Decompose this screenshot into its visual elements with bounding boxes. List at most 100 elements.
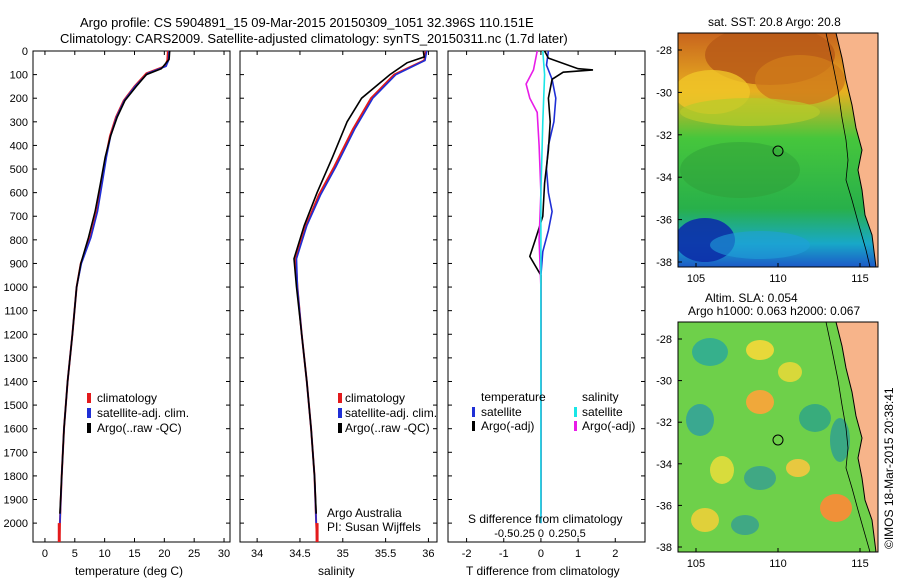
legend-label-argo: Argo(..raw -QC): [345, 421, 430, 435]
x-tick-label: -1: [499, 548, 509, 560]
map-lon-tick-label: 110: [769, 558, 787, 570]
legend-swatch-t-argo: [472, 421, 475, 431]
annotation-line1: Argo Australia: [327, 506, 402, 520]
depth-tick-label: 600: [10, 188, 28, 200]
x-tick-label: 30: [218, 548, 230, 560]
difference-series: [525, 50, 594, 524]
depth-tick-label: 0: [22, 46, 28, 58]
depth-tick-label: 900: [10, 258, 28, 270]
map-lat-tick-label: -38: [656, 257, 672, 269]
map-lon-tick-label: 115: [851, 273, 869, 285]
legend-label-climatology: climatology: [345, 391, 405, 405]
legend-swatch-satellite: [338, 408, 342, 418]
series-line-argo-adj-s: [525, 50, 542, 524]
s-difference-ticks: -0.5-0.25 0 0.25 0.5: [494, 528, 585, 540]
difference-axes-frame: [447, 50, 646, 543]
temperature-axes-frame: [32, 50, 231, 543]
map-lat-tick-label: -32: [656, 130, 672, 142]
sst-map-ticks: -28 -30 -32 -34 -36 -38 105 110 115: [656, 45, 869, 285]
salinity-panel: 34 34.5 35 35.5 36 climatology satellite-adj…: [239, 50, 438, 578]
map-lat-tick-label: -32: [656, 417, 672, 429]
temperature-legend: climatology satellite-adj. clim. Argo(..…: [87, 391, 189, 435]
series-line-satellite-adj-clim-: [295, 50, 428, 524]
depth-axis-ticks: 0 100 200 300 400 500 600 700 800 900 1000 1100 1200…: [4, 46, 230, 530]
s-tick-label: 0.25: [549, 528, 570, 540]
legend-label-argo: Argo(..raw -QC): [97, 421, 182, 435]
legend-label-t-satellite: satellite: [481, 405, 522, 419]
x-tick-label: 5: [72, 548, 78, 560]
difference-panel: -2 -1 0 1 2 temperature salinity satellite A…: [447, 50, 646, 578]
sla-map-title: Altim. SLA: 0.054: [705, 291, 798, 305]
map-lat-tick-label: -30: [656, 87, 672, 99]
series-line-argo-raw-qc-: [293, 50, 426, 514]
t-difference-label: T difference from climatology: [466, 564, 620, 578]
difference-axis-ticks: -2 -1 0 1 2: [462, 51, 618, 560]
series-line-argo-raw-qc-: [59, 50, 171, 514]
s-difference-label: S difference from climatology: [468, 512, 623, 526]
temperature-axis-label: temperature (deg C): [75, 564, 183, 578]
x-tick-label: 15: [128, 548, 140, 560]
x-tick-label: 2: [612, 548, 618, 560]
x-tick-label: -2: [462, 548, 472, 560]
s-tick-label: 0.5: [570, 528, 585, 540]
s-tick-label: 0: [538, 528, 544, 540]
map-lat-tick-label: -28: [656, 334, 672, 346]
map-lat-tick-label: -34: [656, 172, 672, 184]
depth-tick-label: 1700: [4, 447, 28, 459]
depth-tick-label: 1200: [4, 329, 28, 341]
sla-map: Altim. SLA: 0.054 Argo h1000: 0.063 h200…: [656, 291, 879, 570]
legend-header-temperature: temperature: [481, 390, 546, 404]
legend-swatch-argo: [338, 423, 342, 433]
legend-label-satellite: satellite-adj. clim.: [345, 406, 437, 420]
salinity-axes-frame: [239, 50, 438, 543]
sst-map-title: sat. SST: 20.8 Argo: 20.8: [708, 15, 841, 29]
legend-label-t-argo: Argo(-adj): [481, 419, 534, 433]
legend-label-climatology: climatology: [97, 391, 157, 405]
x-tick-label: 35.5: [375, 548, 396, 560]
annotation-line2: PI: Susan Wijffels: [327, 520, 421, 534]
temperature-series: [57, 50, 171, 543]
depth-tick-label: 1600: [4, 424, 28, 436]
sst-map-image: [678, 33, 878, 267]
argo-float-marker: [772, 145, 784, 157]
map-lat-tick-label: -34: [656, 459, 672, 471]
figure-title-line2: Climatology: CARS2009. Satellite-adjuste…: [60, 31, 568, 46]
map-lat-tick-label: -36: [656, 500, 672, 512]
map-lat-tick-label: -28: [656, 45, 672, 57]
x-tick-label: 1: [575, 548, 581, 560]
depth-tick-label: 1300: [4, 353, 28, 365]
depth-tick-label: 300: [10, 117, 28, 129]
temperature-axis-ticks: 0 5 10 15 20 25 30: [42, 51, 230, 560]
depth-tick-label: 100: [10, 70, 28, 82]
x-tick-label: 34: [251, 548, 263, 560]
depth-tick-label: 1900: [4, 495, 28, 507]
sla-map-subtitle: Argo h1000: 0.063 h2000: 0.067: [688, 304, 860, 318]
x-tick-label: 20: [158, 548, 170, 560]
salinity-series: [293, 50, 428, 543]
difference-legend: temperature salinity satellite Argo(-adj…: [472, 390, 635, 433]
map-lat-tick-label: -36: [656, 215, 672, 227]
series-line-satellite-s: [540, 50, 546, 524]
depth-tick-label: 1800: [4, 471, 28, 483]
sst-map: sat. SST: 20.8 Argo: 20.8 -28 -30 -32 -34 -3…: [656, 15, 879, 285]
legend-swatch-climatology: [338, 393, 342, 403]
depth-tick-label: 700: [10, 211, 28, 223]
legend-swatch-argo: [87, 423, 91, 433]
difference-depth-ticks: [448, 50, 645, 524]
argo-float-marker-sla: [772, 434, 784, 446]
sla-map-image: [678, 322, 878, 552]
legend-label-s-satellite: satellite: [582, 405, 623, 419]
legend-swatch-satellite: [87, 408, 91, 418]
s-tick-label: -0.5: [494, 528, 513, 540]
map-lon-tick-label: 105: [687, 273, 705, 285]
map-lat-tick-label: -30: [656, 376, 672, 388]
x-tick-label: 10: [99, 548, 111, 560]
legend-swatch-s-satellite: [574, 407, 577, 417]
x-tick-label: 35: [337, 548, 349, 560]
legend-header-salinity: salinity: [582, 390, 619, 404]
depth-tick-label: 400: [10, 140, 28, 152]
salinity-axis-label: salinity: [318, 564, 355, 578]
series-line-argo-adj-: [528, 50, 594, 514]
x-tick-label: 0: [42, 548, 48, 560]
salinity-depth-ticks: [240, 50, 437, 524]
